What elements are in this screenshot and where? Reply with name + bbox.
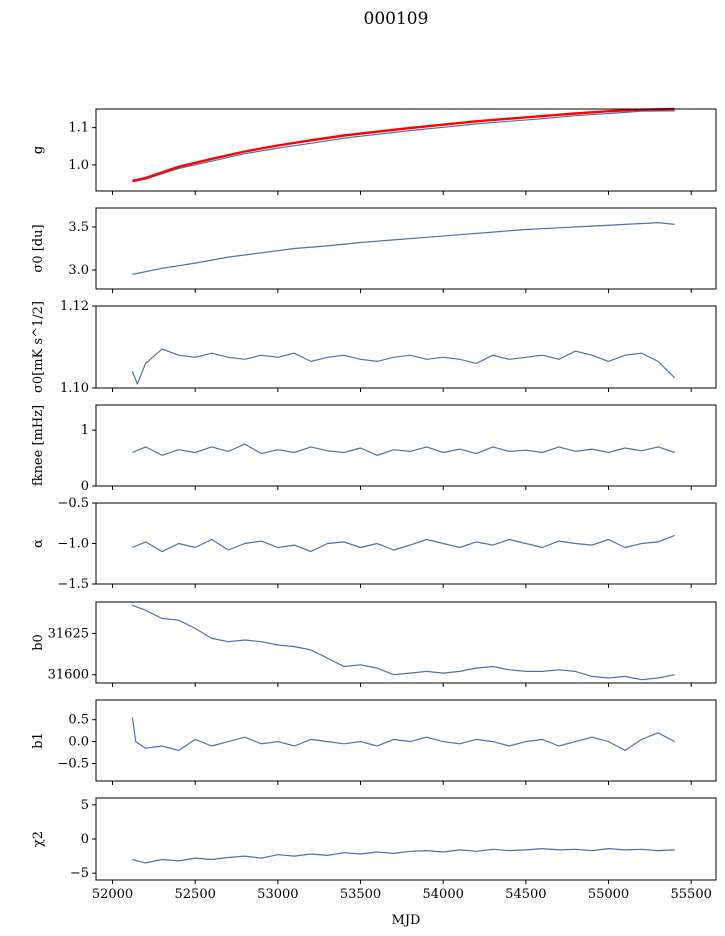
axes-frame	[95, 502, 717, 585]
series-line	[132, 110, 675, 183]
subplot-1: 1.0 1.1 g	[31, 107, 717, 195]
axes-frame	[95, 305, 717, 389]
subplot-stack: 1.0 1.1 g 3.0 3.5 σ0 [du] 1.10 1.12 σ0[mK s^1/2]…	[31, 107, 717, 902]
y-tick-label: 3.0	[68, 263, 89, 278]
y-tick-label: 5	[81, 798, 89, 813]
axes-frame	[95, 699, 717, 782]
y-tick-label: 3.5	[68, 220, 89, 235]
y-tick-label: 31625	[48, 626, 89, 641]
x-tick-label: 55500	[671, 887, 712, 902]
y-tick-label: 0.0	[68, 735, 89, 750]
x-tick-label: 55000	[588, 887, 629, 902]
series-line	[132, 443, 675, 456]
y-tick-label: 31600	[48, 668, 89, 683]
y-tick-label: 0	[81, 832, 89, 847]
series-line	[132, 222, 675, 275]
x-tick-label: 53500	[340, 887, 381, 902]
x-tick-label: 52500	[175, 887, 216, 902]
axes-frame	[95, 404, 717, 487]
x-tick-label: 52000	[92, 887, 133, 902]
y-axis-label: α	[31, 539, 46, 548]
subplot-4: 0 1 fknee [mHz]	[31, 404, 717, 494]
fit-line	[132, 107, 675, 183]
series-line	[131, 717, 675, 752]
y-axis-label: σ0[mK s^1/2]	[31, 301, 46, 393]
series-line	[132, 534, 675, 553]
y-tick-label: 0	[81, 479, 89, 494]
x-axis-label: MJD	[392, 913, 421, 928]
series-line	[132, 847, 675, 864]
y-tick-label: −1.5	[57, 577, 89, 592]
y-axis-label: b0	[31, 634, 46, 651]
y-tick-label: 1.10	[60, 381, 89, 396]
y-tick-label: 1.12	[60, 299, 89, 314]
x-tick-label: 54000	[423, 887, 464, 902]
figure-title: 000109	[364, 9, 429, 29]
y-tick-label: 0.5	[68, 713, 89, 728]
y-tick-label: 1	[81, 423, 89, 438]
subplot-8: −5 0 5 χ2 52000 52500 53000 53500 54000 54500 5500…	[31, 797, 717, 902]
subplot-5: −1.5 −1.0 −0.5 α	[31, 496, 717, 592]
y-axis-label: b1	[31, 732, 46, 749]
y-tick-label: 1.1	[68, 121, 89, 136]
y-tick-label: 1.0	[68, 158, 89, 173]
y-tick-label: −0.5	[57, 496, 89, 511]
y-tick-label: −5	[70, 866, 89, 881]
x-tick-label: 53000	[257, 887, 298, 902]
axes-frame	[95, 108, 717, 192]
subplot-2: 3.0 3.5 σ0 [du]	[31, 207, 717, 293]
x-tick-label: 54500	[505, 887, 546, 902]
subplot-7: −0.5 0.0 0.5 b1	[31, 699, 717, 785]
y-axis-label: σ0 [du]	[31, 224, 46, 272]
y-tick-label: −0.5	[57, 756, 89, 771]
y-axis-label: χ2	[31, 831, 46, 847]
y-axis-label: g	[31, 146, 46, 154]
series-line	[131, 348, 676, 385]
y-axis-label: fknee [mHz]	[31, 405, 46, 486]
axes-frame	[95, 601, 717, 684]
series-line	[132, 604, 675, 681]
subplot-3: 1.10 1.12 σ0[mK s^1/2]	[31, 299, 717, 396]
axes-frame	[95, 797, 717, 881]
y-tick-label: −1.0	[57, 537, 89, 552]
axes-frame	[95, 207, 717, 290]
